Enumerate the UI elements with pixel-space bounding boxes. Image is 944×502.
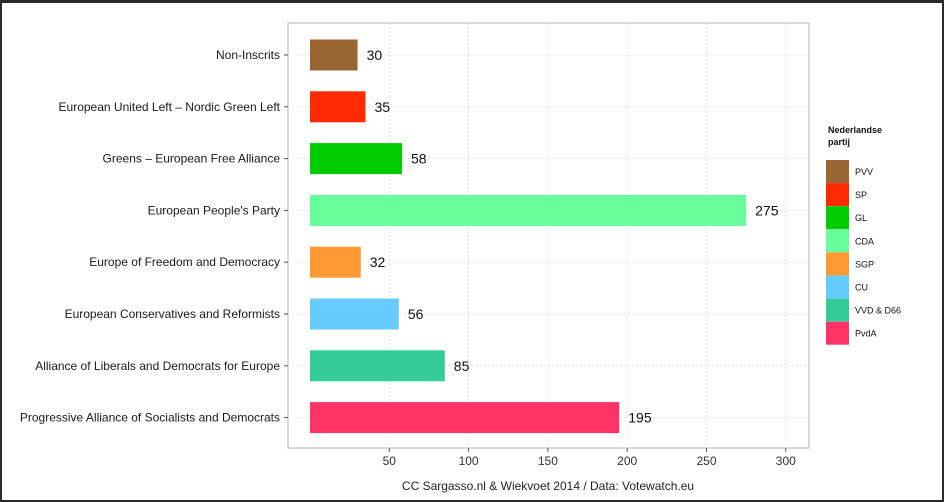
x-tick-label: 250 — [696, 454, 716, 468]
legend-entry-label: SGP — [855, 259, 874, 269]
x-tick-label: 100 — [459, 454, 479, 468]
bar — [310, 402, 620, 434]
legend-swatch — [826, 321, 849, 345]
data-label: 85 — [454, 358, 470, 374]
legend-swatch — [826, 160, 849, 183]
legend-entry-label: PVV — [855, 167, 873, 177]
x-tick-label: 50 — [383, 454, 397, 468]
legend-swatch — [826, 183, 849, 207]
x-tick-label: 200 — [617, 454, 637, 468]
legend-entry-label: SP — [855, 190, 867, 200]
legend: Nederlandse partij PVV SP GL CDA SGP CU VVD & D6… — [826, 125, 901, 345]
bar — [310, 194, 747, 226]
bar — [310, 350, 445, 382]
data-label: 35 — [375, 99, 391, 115]
bars: 30 35 58 275 32 56 85 195 — [310, 39, 779, 434]
bar — [310, 39, 358, 71]
category-label: European Conservatives and Reformists — [65, 307, 280, 321]
category-labels: Non-Inscrits European United Left – Nordi… — [20, 48, 281, 425]
category-label: Alliance of Liberals and Democrats for E… — [35, 359, 280, 373]
data-label: 195 — [628, 410, 652, 426]
bar — [310, 143, 402, 175]
legend-swatch — [826, 252, 849, 276]
category-label: European People's Party — [148, 203, 280, 217]
data-label: 275 — [755, 202, 779, 218]
data-label: 56 — [408, 306, 424, 322]
data-label: 30 — [367, 47, 383, 63]
category-label: Europe of Freedom and Democracy — [89, 255, 280, 269]
category-label: Greens – European Free Alliance — [103, 152, 281, 166]
legend-entry-label: CDA — [855, 236, 874, 246]
category-label: Non-Inscrits — [216, 48, 280, 62]
x-tick-label: 150 — [538, 454, 558, 468]
legend-swatch — [826, 206, 849, 230]
legend-entry-label: VVD & D66 — [855, 306, 901, 316]
plot-panel — [287, 22, 810, 449]
legend-title-line: partij — [828, 137, 850, 147]
legend-swatch — [826, 298, 849, 322]
bar-chart: 30 35 58 275 32 56 85 195 Non-Inscrits European … — [20, 22, 901, 493]
data-label: 58 — [411, 151, 427, 167]
x-axis-caption: CC Sargasso.nl & Wiekvoet 2014 / Data: V… — [402, 479, 694, 493]
bar — [310, 246, 361, 278]
legend-entry-label: PvdA — [855, 329, 877, 339]
category-label: Progressive Alliance of Socialists and D… — [20, 411, 280, 425]
legend-swatch — [826, 275, 849, 299]
bar — [310, 298, 399, 330]
chart-frame: 30 35 58 275 32 56 85 195 Non-Inscrits European … — [2, 3, 942, 500]
category-label: European United Left – Nordic Green Left — [59, 100, 281, 114]
x-tick-label: 300 — [776, 454, 796, 468]
data-label: 32 — [370, 254, 386, 270]
bar — [310, 91, 366, 123]
legend-swatch — [826, 229, 849, 253]
legend-entry-label: GL — [855, 213, 867, 223]
legend-title-line: Nederlandse — [828, 125, 882, 135]
legend-entry-label: CU — [855, 283, 868, 293]
x-axis-ticks: 50 100 150 200 250 300 — [284, 54, 796, 468]
